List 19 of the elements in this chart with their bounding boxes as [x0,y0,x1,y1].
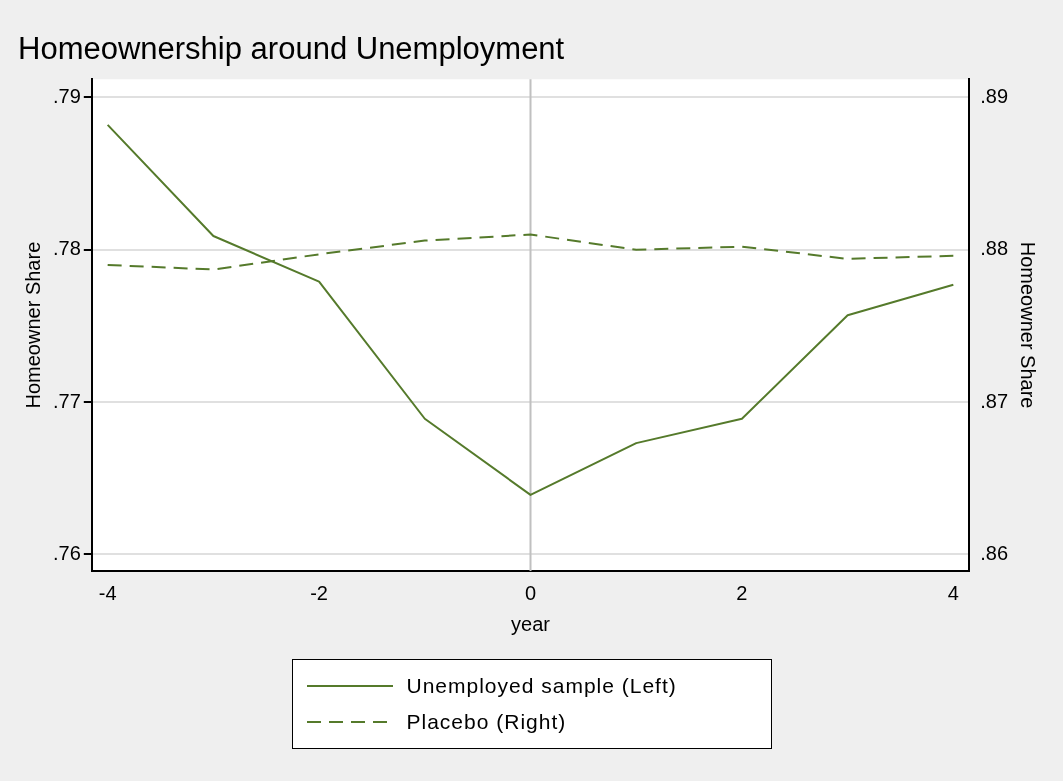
x-tick-label: 2 [736,581,748,604]
legend-label: Placebo (Right) [406,710,567,734]
y2-tick-label: .88 [980,237,1009,260]
y2-tick-label: .86 [980,541,1009,564]
x-tick-label: -2 [310,581,328,604]
y-tick-label: .76 [52,541,81,564]
x-axis-title: year [511,612,551,635]
x-tick-label: -4 [98,581,117,604]
x-tick-label: 0 [524,581,537,604]
y-tick-label: .79 [52,84,81,107]
y-tick-label: .78 [52,237,81,260]
chart-title: Homeownership around Unemployment [18,31,565,67]
y-tick-label: .77 [52,389,81,412]
y2-axis-title: Homeowner Share [1017,241,1040,409]
legend-label: Unemployed sample (Left) [406,674,677,698]
y-axis-title: Homeowner Share [21,241,44,409]
x-tick-label: 4 [947,581,959,604]
y2-tick-label: .87 [980,389,1009,412]
y2-tick-label: .89 [980,84,1009,107]
